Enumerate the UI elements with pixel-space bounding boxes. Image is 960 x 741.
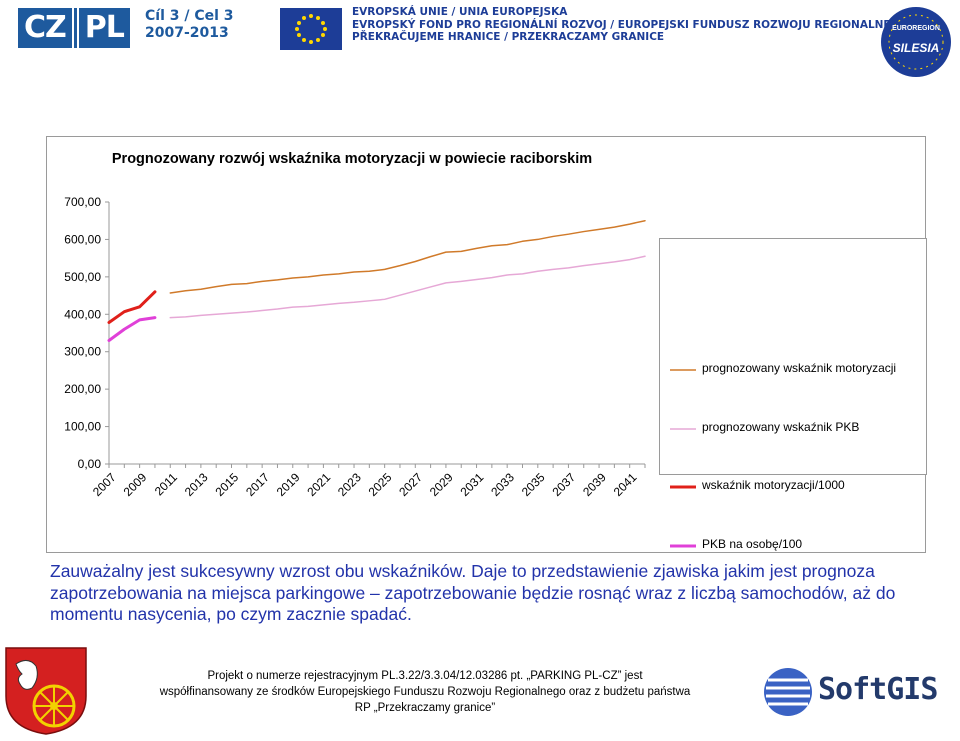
legend-label: prognozowany wskaźnik motoryzacji [702, 361, 897, 375]
series-line-pred-pkb [169, 255, 646, 319]
x-tick-label: 2013 [182, 470, 211, 499]
goal-line: Cíl 3 / Cel 3 [145, 8, 234, 24]
silesia-label: SILESIA [893, 41, 940, 55]
legend-item: wskaźnik motoryzacji/1000 [660, 476, 926, 496]
legend-swatch-pred-pkb [670, 428, 696, 430]
footer-line: RP „Przekraczamy granice” [354, 702, 496, 714]
legend-item: prognozowany wskaźnik motoryzacji [660, 359, 926, 379]
goal-label: Cíl 3 / Cel 3 2007-2013 [145, 8, 234, 42]
x-tick-label: 2031 [458, 470, 487, 499]
softgis-wordmark: SoftGIS [818, 672, 938, 707]
chart-frame: Prognozowany rozwój wskaźnika motoryzacj… [46, 136, 927, 553]
legend-label: wskaźnik motoryzacji/1000 [702, 478, 845, 492]
legend-swatch-pkb [670, 544, 696, 548]
x-tick-label: 2041 [611, 470, 640, 499]
softgis-globe-icon [764, 668, 812, 716]
legend-item: prognozowany wskaźnik PKB [660, 418, 926, 438]
legend-label: prognozowany wskaźnik PKB [702, 420, 860, 434]
x-tick-label: 2039 [580, 470, 609, 499]
y-tick-label: 600,00 [64, 232, 101, 246]
czpl-logo: CZ PL [18, 8, 138, 48]
x-tick-label: 2033 [488, 470, 517, 499]
x-tick-label: 2025 [366, 470, 395, 499]
eu-funding-text: EVROPSKÁ UNIE / UNIA EUROPEJSKA EVROPSKÝ… [352, 6, 908, 44]
czpl-logo-pl: PL [78, 8, 130, 48]
y-tick-label: 400,00 [64, 307, 101, 321]
x-tick-label: 2017 [243, 470, 272, 499]
x-tick-label: 2027 [396, 470, 425, 499]
header-bar: CZ PL Cíl 3 / Cel 3 2007-2013 EVROPSKÁ UN… [0, 0, 960, 92]
y-tick-label: 300,00 [64, 345, 101, 359]
eu-line: EVROPSKÝ FOND PRO REGIONÁLNÍ ROZVOJ / EU… [352, 18, 909, 31]
y-tick-label: 500,00 [64, 270, 101, 284]
x-tick-label: 2035 [519, 470, 548, 499]
x-tick-label: 2037 [549, 470, 578, 499]
legend-swatch-motor [670, 485, 696, 489]
y-tick-label: 100,00 [64, 420, 101, 434]
x-tick-label: 2023 [335, 470, 364, 499]
description-paragraph: Zauważalny jest sukcesywny wzrost obu ws… [50, 561, 896, 624]
eu-flag-icon [280, 8, 342, 50]
euroregion-silesia-logo: EUROREGION SILESIA [880, 6, 952, 78]
chart-legend: prognozowany wskaźnik motoryzacji progno… [659, 238, 927, 551]
czpl-logo-divider [73, 8, 77, 48]
footer-project-info: Projekt o numerze rejestracyjnym PL.3.22… [110, 668, 740, 716]
x-tick-label: 2011 [152, 470, 180, 498]
eu-line: PŘEKRAČUJEME HRANICE / PRZEKRACZAMY GRAN… [352, 31, 665, 43]
x-tick-label: 2007 [90, 470, 119, 499]
x-tick-label: 2029 [427, 470, 456, 499]
legend-label: PKB na osobę/100 [702, 537, 803, 551]
czpl-logo-cz: CZ [18, 8, 72, 48]
legend-swatch-pred-motor [670, 369, 696, 371]
series-line-pred-motor [169, 219, 646, 294]
x-tick-label: 2009 [121, 470, 150, 499]
raciborz-coat-of-arms-icon [2, 644, 90, 736]
series-line-motor [107, 290, 157, 325]
footer-line: Projekt o numerze rejestracyjnym PL.3.22… [207, 670, 643, 682]
x-tick-label: 2015 [213, 470, 242, 499]
chart-title: Prognozowany rozwój wskaźnika motoryzacj… [111, 151, 593, 167]
series-line-pkb [107, 316, 157, 342]
line-chart: 0,00 100,00 200,00 300,00 400,00 500,00 600,00… [64, 195, 646, 499]
y-tick-label: 700,00 [64, 195, 101, 209]
goal-line: 2007-2013 [145, 25, 229, 41]
eu-line: EVROPSKÁ UNIE / UNIA EUROPEJSKA [352, 6, 568, 18]
y-tick-label: 200,00 [64, 382, 101, 396]
footer-line: współfinansowany ze środków Europejskieg… [159, 686, 691, 698]
silesia-top-text: EUROREGION [892, 25, 940, 32]
legend-item: PKB na osobę/100 [660, 535, 926, 555]
softgis-logo: SoftGIS [762, 662, 958, 722]
x-tick-label: 2019 [274, 470, 303, 499]
x-tick-label: 2021 [304, 470, 333, 499]
y-tick-label: 0,00 [78, 457, 102, 471]
